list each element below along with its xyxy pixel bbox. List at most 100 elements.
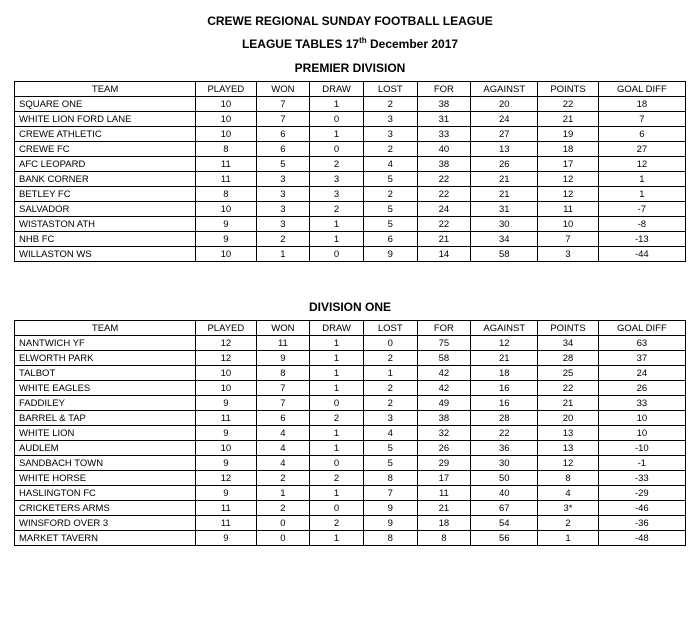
stat-cell: 6 <box>598 127 685 142</box>
stat-cell: 5 <box>363 441 417 456</box>
section-gap <box>14 262 686 290</box>
stat-cell: 1 <box>310 127 364 142</box>
stat-cell: 9 <box>363 247 417 262</box>
stat-cell: 0 <box>310 501 364 516</box>
stat-cell: 2 <box>363 142 417 157</box>
table-row: SALVADOR10325243111-7 <box>15 202 686 217</box>
stat-cell: 10 <box>598 426 685 441</box>
stat-cell: 26 <box>598 381 685 396</box>
team-cell: WHITE LION FORD LANE <box>15 112 196 127</box>
team-cell: FADDILEY <box>15 396 196 411</box>
stat-cell: 5 <box>363 202 417 217</box>
stat-cell: 19 <box>538 127 598 142</box>
stat-cell: 2 <box>310 516 364 531</box>
stat-cell: 2 <box>363 97 417 112</box>
table-row: WHITE LION941432221310 <box>15 426 686 441</box>
stat-cell: 0 <box>310 112 364 127</box>
stat-cell: -33 <box>598 471 685 486</box>
stat-cell: 4 <box>256 441 310 456</box>
stat-cell: 67 <box>471 501 538 516</box>
stat-cell: 7 <box>363 486 417 501</box>
stat-cell: 6 <box>256 127 310 142</box>
stat-cell: 7 <box>598 112 685 127</box>
stat-cell: 34 <box>471 232 538 247</box>
stat-cell: 1 <box>310 441 364 456</box>
stat-cell: 10 <box>196 366 256 381</box>
stat-cell: 10 <box>196 441 256 456</box>
stat-cell: 8 <box>363 471 417 486</box>
team-cell: WHITE EAGLES <box>15 381 196 396</box>
stat-cell: 9 <box>196 232 256 247</box>
league-table: TEAMPLAYEDWONDRAWLOSTFORAGAINSTPOINTSGOA… <box>14 320 686 546</box>
team-cell: CRICKETERS ARMS <box>15 501 196 516</box>
team-cell: NANTWICH YF <box>15 336 196 351</box>
team-cell: AUDLEM <box>15 441 196 456</box>
stat-cell: 9 <box>363 516 417 531</box>
stat-cell: 5 <box>363 456 417 471</box>
stat-cell: 27 <box>598 142 685 157</box>
team-cell: WINSFORD OVER 3 <box>15 516 196 531</box>
team-cell: WHITE LION <box>15 426 196 441</box>
team-cell: HASLINGTON FC <box>15 486 196 501</box>
table-row: WILLASTON WS1010914583-44 <box>15 247 686 262</box>
team-cell: WHITE HORSE <box>15 471 196 486</box>
stat-cell: 30 <box>471 217 538 232</box>
table-row: BARREL & TAP1162338282010 <box>15 411 686 426</box>
stat-cell: 24 <box>471 112 538 127</box>
table-row: FADDILEY970249162133 <box>15 396 686 411</box>
stat-cell: 4 <box>256 456 310 471</box>
stat-cell: -8 <box>598 217 685 232</box>
stat-cell: 0 <box>310 247 364 262</box>
stat-cell: 21 <box>538 112 598 127</box>
stat-cell: 4 <box>256 426 310 441</box>
stat-cell: 2 <box>310 471 364 486</box>
stat-cell: 22 <box>417 187 471 202</box>
stat-cell: 24 <box>417 202 471 217</box>
stat-cell: 8 <box>256 366 310 381</box>
league-table: TEAMPLAYEDWONDRAWLOSTFORAGAINSTPOINTSGOA… <box>14 81 686 262</box>
stat-cell: 18 <box>598 97 685 112</box>
col-header: FOR <box>417 82 471 97</box>
stat-cell: 7 <box>256 381 310 396</box>
stat-cell: 2 <box>363 351 417 366</box>
stat-cell: 9 <box>363 501 417 516</box>
team-cell: NHB FC <box>15 232 196 247</box>
team-cell: CREWE FC <box>15 142 196 157</box>
stat-cell: 34 <box>538 336 598 351</box>
stat-cell: 18 <box>417 516 471 531</box>
stat-cell: 4 <box>363 426 417 441</box>
team-cell: TALBOT <box>15 366 196 381</box>
table-row: AFC LEOPARD1152438261712 <box>15 157 686 172</box>
stat-cell: 1 <box>310 486 364 501</box>
team-cell: SANDBACH TOWN <box>15 456 196 471</box>
table-row: SANDBACH TOWN9405293012-1 <box>15 456 686 471</box>
stat-cell: -29 <box>598 486 685 501</box>
stat-cell: 4 <box>363 157 417 172</box>
col-header: GOAL DIFF <box>598 82 685 97</box>
stat-cell: 1 <box>538 531 598 546</box>
stat-cell: 31 <box>471 202 538 217</box>
stat-cell: 9 <box>196 426 256 441</box>
stat-cell: -10 <box>598 441 685 456</box>
stat-cell: 13 <box>538 441 598 456</box>
stat-cell: -48 <box>598 531 685 546</box>
stat-cell: 12 <box>538 456 598 471</box>
stat-cell: 11 <box>196 411 256 426</box>
stat-cell: 33 <box>598 396 685 411</box>
stat-cell: 58 <box>471 247 538 262</box>
stat-cell: 11 <box>417 486 471 501</box>
team-cell: MARKET TAVERN <box>15 531 196 546</box>
stat-cell: 7 <box>256 396 310 411</box>
stat-cell: 5 <box>256 157 310 172</box>
col-header: FOR <box>417 321 471 336</box>
stat-cell: 6 <box>256 411 310 426</box>
col-header: TEAM <box>15 82 196 97</box>
stat-cell: 25 <box>538 366 598 381</box>
stat-cell: 27 <box>471 127 538 142</box>
team-cell: CREWE ATHLETIC <box>15 127 196 142</box>
team-cell: SQUARE ONE <box>15 97 196 112</box>
stat-cell: 26 <box>471 157 538 172</box>
stat-cell: 42 <box>417 381 471 396</box>
stat-cell: 22 <box>417 217 471 232</box>
table-row: BETLEY FC83322221121 <box>15 187 686 202</box>
